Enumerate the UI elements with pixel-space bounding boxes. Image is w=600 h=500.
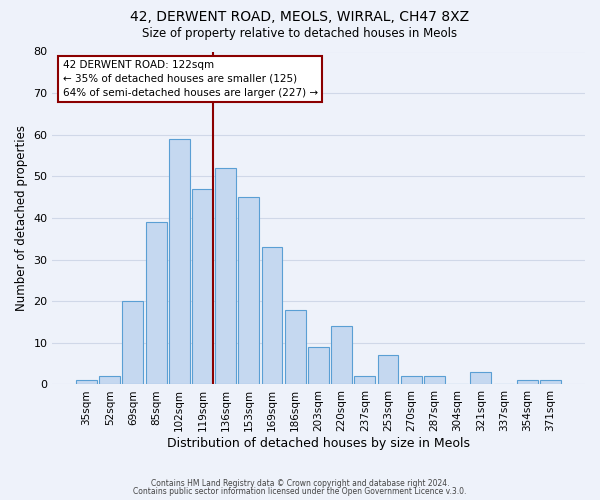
Bar (401, 376, 422, 384)
Bar (377, 356, 398, 384)
Bar (215, 168, 236, 384)
Bar (517, 380, 538, 384)
Bar (424, 376, 445, 384)
Bar (355, 376, 375, 384)
Bar (99, 376, 120, 384)
Bar (308, 347, 329, 385)
Bar (540, 380, 561, 384)
Bar (169, 139, 190, 384)
Bar (238, 197, 259, 384)
Bar (76, 380, 97, 384)
X-axis label: Distribution of detached houses by size in Meols: Distribution of detached houses by size … (167, 437, 470, 450)
Text: Size of property relative to detached houses in Meols: Size of property relative to detached ho… (142, 28, 458, 40)
Text: 42, DERWENT ROAD, MEOLS, WIRRAL, CH47 8XZ: 42, DERWENT ROAD, MEOLS, WIRRAL, CH47 8X… (130, 10, 470, 24)
Text: Contains HM Land Registry data © Crown copyright and database right 2024.: Contains HM Land Registry data © Crown c… (151, 478, 449, 488)
Bar (470, 372, 491, 384)
Text: Contains public sector information licensed under the Open Government Licence v.: Contains public sector information licen… (133, 487, 467, 496)
Bar (192, 189, 213, 384)
Bar (262, 247, 283, 384)
Bar (285, 310, 305, 384)
Y-axis label: Number of detached properties: Number of detached properties (15, 125, 28, 311)
Bar (122, 301, 143, 384)
Bar (146, 222, 167, 384)
Bar (331, 326, 352, 384)
Text: 42 DERWENT ROAD: 122sqm
← 35% of detached houses are smaller (125)
64% of semi-d: 42 DERWENT ROAD: 122sqm ← 35% of detache… (62, 60, 317, 98)
